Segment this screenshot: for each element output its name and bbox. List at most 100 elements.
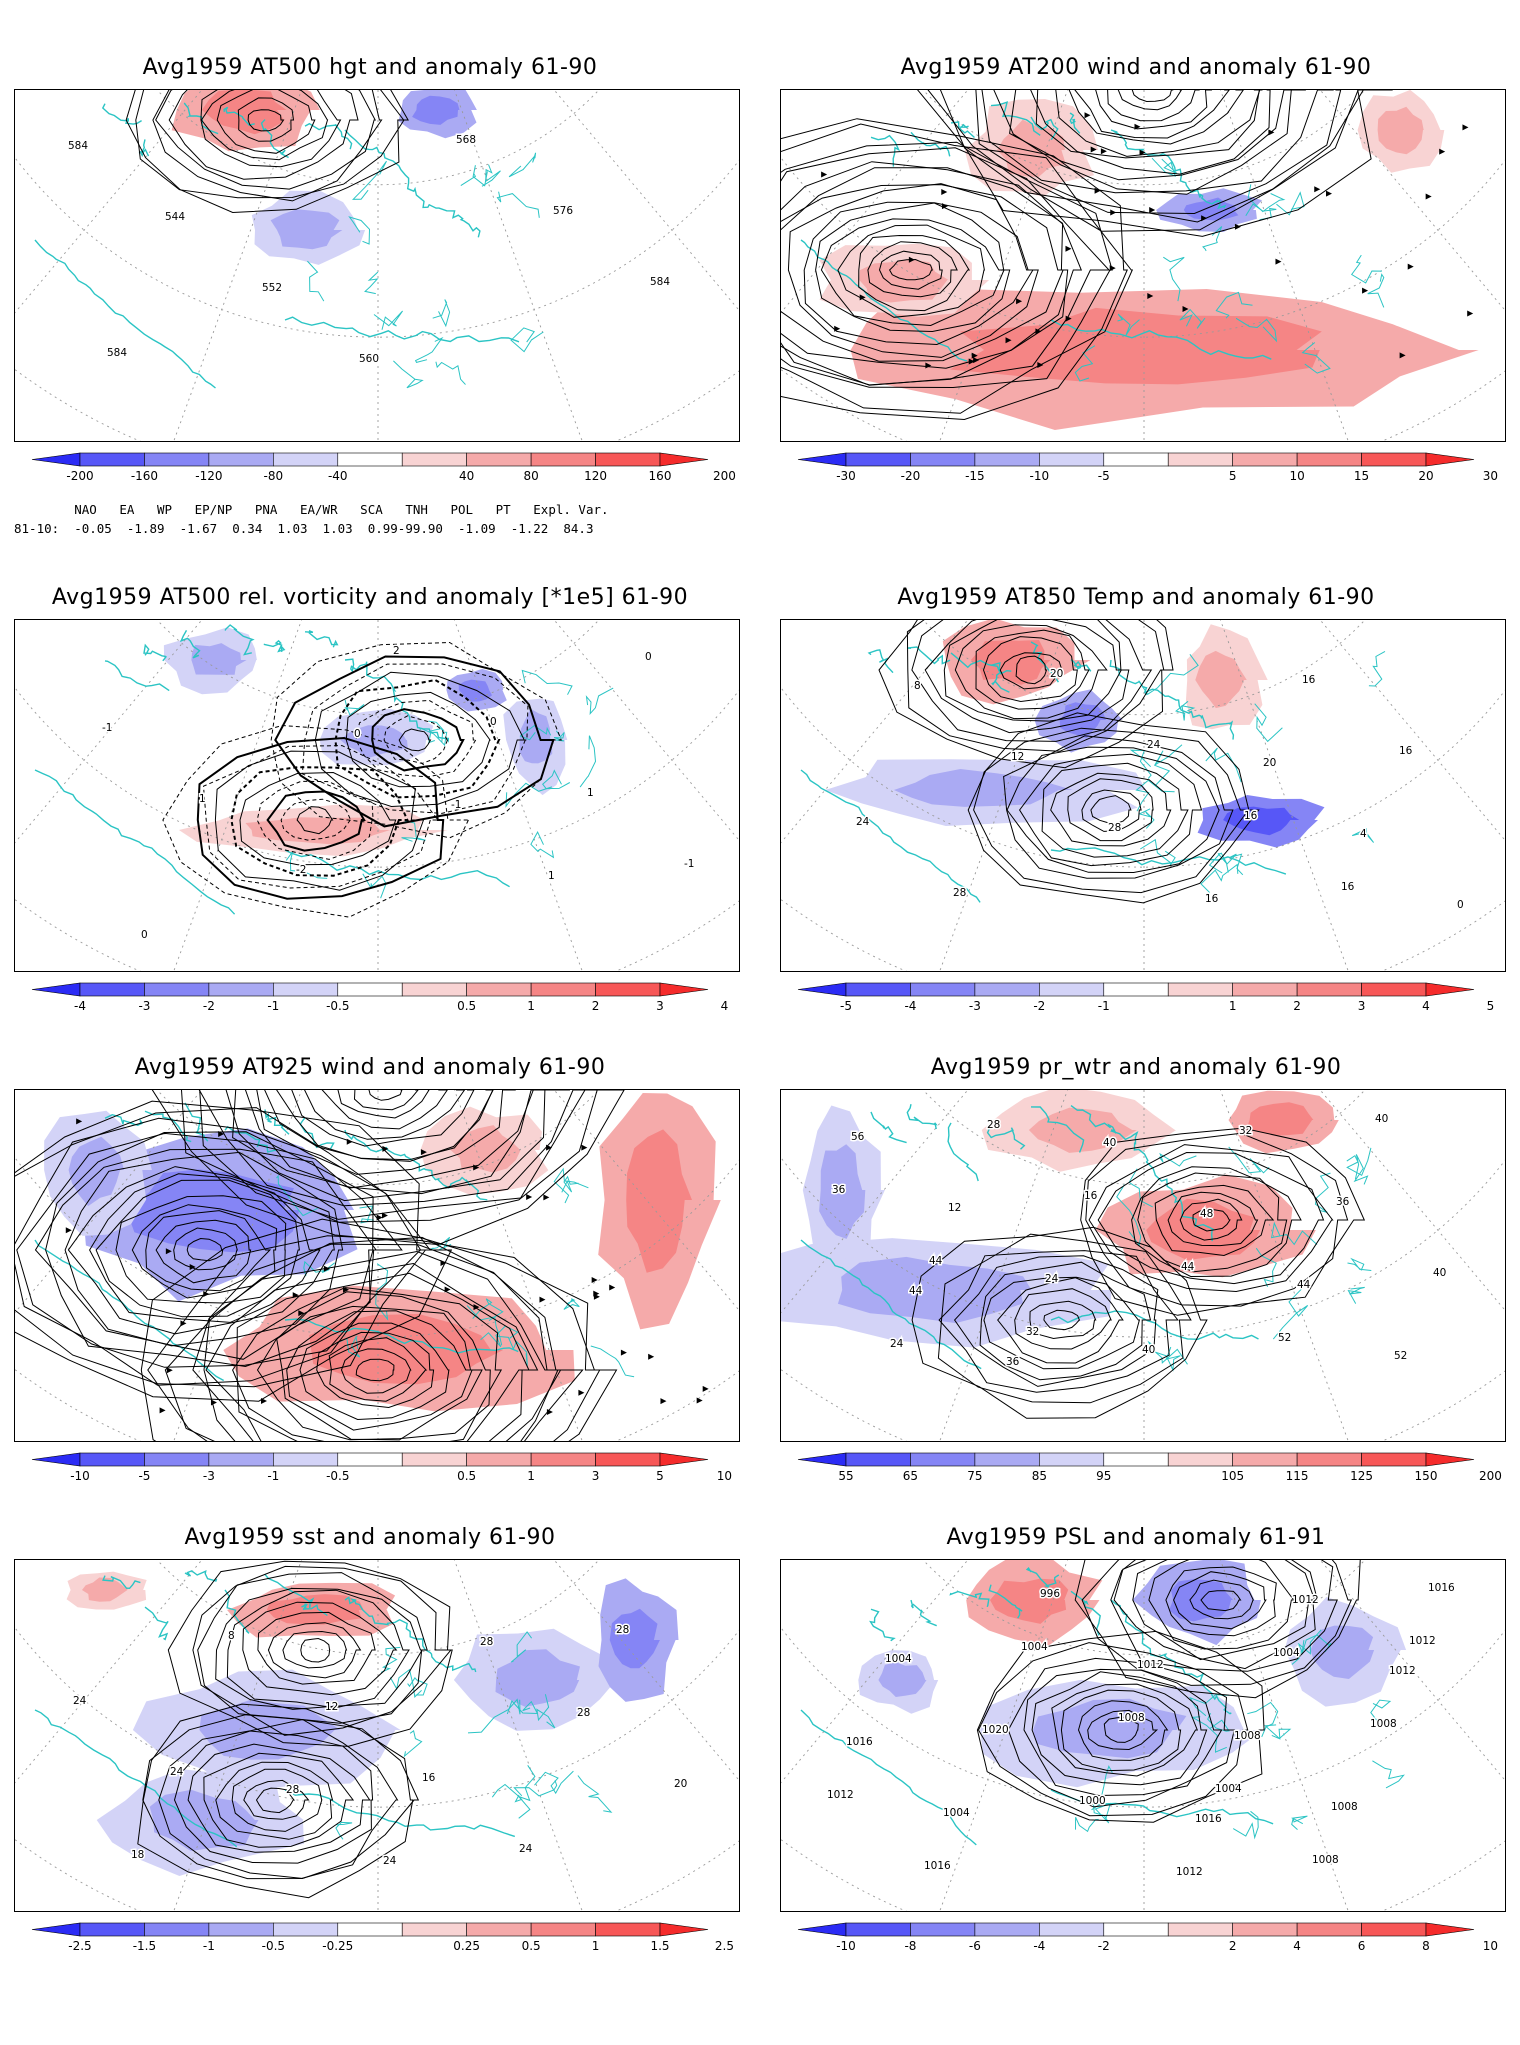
contour-label: 1004 [885,1653,912,1665]
map-plot [781,90,1505,441]
contour-label: 24 [856,816,870,828]
contour-label: 28 [286,1784,299,1796]
colorbar-tick-label: 1.5 [650,1939,669,1953]
colorbar-swatch [1167,1922,1233,1937]
contour-label: 568 [456,134,476,146]
colorbar-tick-label: 15 [1354,469,1369,483]
colorbar-swatch [401,452,467,467]
colorbar-swatch [1296,982,1362,997]
contour-label: 1 [548,870,555,882]
colorbar-swatch [595,1922,661,1937]
colorbar-swatch [273,1452,339,1467]
colorbar-tick-label: 2 [592,999,600,1013]
colorbar-tick-label: -2 [203,999,215,1013]
colorbar-container: -5 -4 -3 -2 -1 1 2 3 4 5 [766,979,1506,1025]
contour-label: 560 [359,353,379,365]
colorbar-swatch [974,452,1040,467]
contour-label: 1004 [1215,1783,1242,1795]
colorbar-swatch [1103,452,1169,467]
colorbar-tick-label: -5 [1098,469,1110,483]
contour-label: 24 [519,1843,533,1855]
contour-label: 20 [674,1778,687,1790]
colorbar-tick-label: 0.5 [522,1939,541,1953]
contour-label: 28 [1108,822,1121,834]
map-plot: 44 36 40 48 44 52 56 12 24 40 32 36 40 24 28 16 44 52 40 36… [781,1090,1505,1441]
teleconnection-index-table: NAO EA WP EP/NP PNA EA/WR SCA TNH POL PT… [14,500,754,538]
coastlines [34,102,544,389]
colorbar-swatch [79,1922,145,1937]
colorbar-swatch [659,452,709,467]
colorbar-tick-label: -4 [1033,1939,1045,1953]
contour-label: 12 [325,1701,338,1713]
anomaly-shading [781,1090,1339,1348]
contour-label: 16 [1205,893,1219,905]
colorbar-container: -10 -5 -3 -1 -0.5 0.5 1 3 5 10 [0,1449,740,1495]
colorbar-swatch [79,1452,145,1467]
colorbar-swatch [273,452,339,467]
contour-label: 56 [851,1131,865,1143]
contour-label: -2 [296,864,306,876]
contour-label: 40 [1142,1344,1155,1356]
map-frame: 20 4 0 8 12 28 16 16 16 24 28 20 24 16 16 [780,619,1506,972]
anomaly-shading [825,620,1325,848]
contour-label: 8 [228,1630,235,1642]
colorbar-swatch [1039,982,1105,997]
colorbar-tick-label: 2.5 [715,1939,734,1953]
colorbar-swatch [466,982,532,997]
colorbar-tick-label: 0.25 [453,1939,480,1953]
colorbar-tick-label: -3 [138,999,150,1013]
colorbar-tick-label: 10 [1289,469,1304,483]
colorbar-swatch [466,452,532,467]
contour-label: 1012 [1137,1659,1164,1671]
colorbar-tick-label: -0.5 [326,999,349,1013]
contour-label: 1016 [924,1860,951,1872]
colorbar-tick-label: 150 [1415,1469,1438,1483]
colorbar-tick-label: -0.5 [326,1469,349,1483]
map-frame [780,89,1506,442]
colorbar-swatch [530,452,596,467]
colorbar-swatch [1361,1922,1427,1937]
colorbar-swatch [1296,1452,1362,1467]
colorbar-swatch [1425,982,1475,997]
contour-label: 40 [1103,1137,1116,1149]
colorbar: -5 -4 -3 -2 -1 1 2 3 4 5 [797,982,1495,1013]
colorbar-swatch [144,1452,210,1467]
colorbar-swatch [910,1452,976,1467]
colorbar-swatch [144,1922,210,1937]
map-disc-mask [15,90,739,441]
graticule [15,90,739,441]
colorbar-tick-label: -0.5 [262,1939,285,1953]
contour-label: 44 [1181,1261,1195,1273]
contour-lines [15,1090,625,1441]
map-panel-wind925: Avg1959 AT925 wind and anomaly 61-90 -10-… [0,1055,740,1575]
colorbar-swatch [466,1922,532,1937]
contour-label: 36 [1336,1196,1350,1208]
colorbar-swatch [1167,982,1233,997]
colorbar-swatch [974,1922,1040,1937]
map-plot [15,1090,739,1441]
colorbar-swatch [1296,1922,1362,1937]
map-disc-mask [15,620,739,971]
colorbar-tick-label: 160 [649,469,672,483]
colorbar-swatch [659,982,709,997]
colorbar-swatch [31,452,81,467]
contour-label: 32 [1239,1125,1252,1137]
colorbar-container: -10 -8 -6 -4 -2 2 4 6 8 10 [766,1919,1506,1965]
colorbar-swatch [530,1452,596,1467]
colorbar-tick-label: -200 [66,469,93,483]
colorbar-tick-label: 85 [1032,1469,1047,1483]
colorbar-tick-label: 5 [1487,999,1495,1013]
panel-title: Avg1959 AT500 hgt and anomaly 61-90 [142,55,598,80]
colorbar-swatch [845,1922,911,1937]
contour-label: 1020 [982,1724,1009,1736]
colorbar-swatch [208,1452,274,1467]
colorbar-tick-label: -10 [70,1469,90,1483]
contour-label: 0 [141,929,148,941]
map-frame: 584 544 552 560 568 576 584 584 [14,89,740,442]
contour-label: 16 [1399,745,1413,757]
contour-label: 1012 [1409,1635,1436,1647]
panel-title: Avg1959 PSL and anomaly 61-91 [946,1525,1326,1550]
contour-label: 24 [73,1695,87,1707]
colorbar: -10 -8 -6 -4 -2 2 4 6 8 10 [797,1922,1498,1953]
contour-label: 1012 [827,1789,854,1801]
